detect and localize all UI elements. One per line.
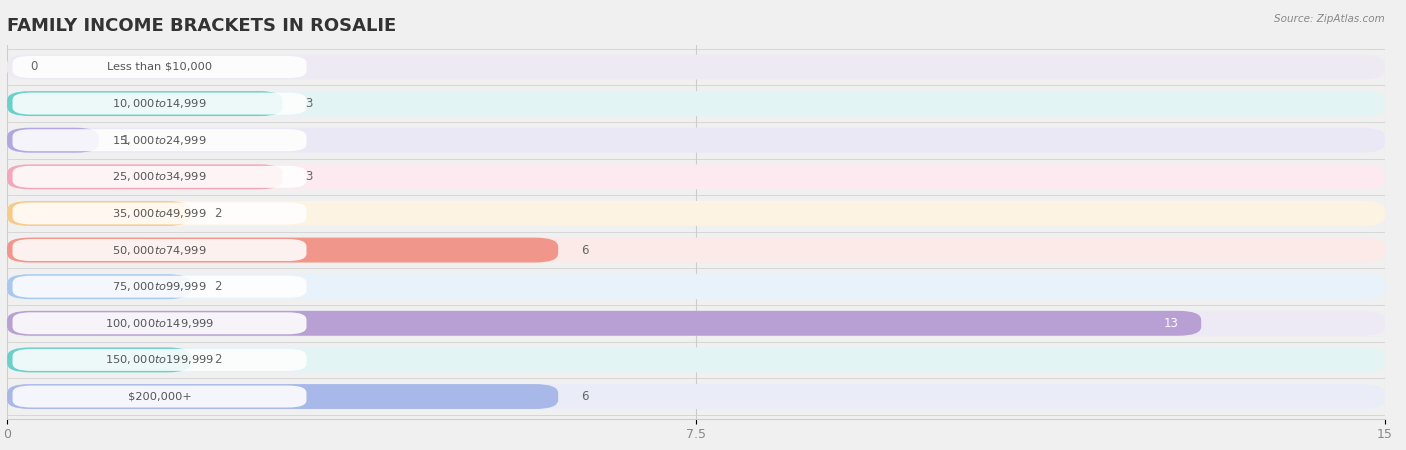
FancyBboxPatch shape: [13, 129, 307, 151]
FancyBboxPatch shape: [7, 311, 1385, 336]
FancyBboxPatch shape: [7, 274, 1385, 299]
Text: 0: 0: [30, 60, 38, 73]
Text: 3: 3: [305, 97, 314, 110]
FancyBboxPatch shape: [13, 386, 307, 408]
Text: 2: 2: [214, 280, 221, 293]
Text: $50,000 to $74,999: $50,000 to $74,999: [112, 243, 207, 256]
FancyBboxPatch shape: [7, 347, 191, 372]
FancyBboxPatch shape: [13, 312, 307, 334]
FancyBboxPatch shape: [7, 347, 1385, 372]
FancyBboxPatch shape: [7, 91, 283, 116]
FancyBboxPatch shape: [7, 311, 1201, 336]
FancyBboxPatch shape: [13, 56, 307, 78]
FancyBboxPatch shape: [7, 238, 1385, 262]
Text: $35,000 to $49,999: $35,000 to $49,999: [112, 207, 207, 220]
Text: $100,000 to $149,999: $100,000 to $149,999: [105, 317, 214, 330]
Text: 6: 6: [581, 243, 589, 256]
FancyBboxPatch shape: [7, 91, 1385, 116]
FancyBboxPatch shape: [7, 164, 1385, 189]
Text: FAMILY INCOME BRACKETS IN ROSALIE: FAMILY INCOME BRACKETS IN ROSALIE: [7, 17, 396, 35]
Text: $15,000 to $24,999: $15,000 to $24,999: [112, 134, 207, 147]
FancyBboxPatch shape: [7, 384, 1385, 409]
FancyBboxPatch shape: [7, 201, 191, 226]
FancyBboxPatch shape: [13, 239, 307, 261]
FancyBboxPatch shape: [13, 166, 307, 188]
Text: 13: 13: [1163, 317, 1178, 330]
Text: 6: 6: [581, 390, 589, 403]
FancyBboxPatch shape: [13, 349, 307, 371]
Text: Source: ZipAtlas.com: Source: ZipAtlas.com: [1274, 14, 1385, 23]
FancyBboxPatch shape: [7, 128, 1385, 153]
FancyBboxPatch shape: [7, 201, 1385, 226]
Text: $25,000 to $34,999: $25,000 to $34,999: [112, 170, 207, 183]
FancyBboxPatch shape: [7, 164, 283, 189]
Text: $10,000 to $14,999: $10,000 to $14,999: [112, 97, 207, 110]
FancyBboxPatch shape: [13, 276, 307, 297]
Text: 3: 3: [305, 170, 314, 183]
Text: 2: 2: [214, 353, 221, 366]
FancyBboxPatch shape: [7, 54, 1385, 79]
Text: Less than $10,000: Less than $10,000: [107, 62, 212, 72]
Text: $200,000+: $200,000+: [128, 392, 191, 401]
FancyBboxPatch shape: [7, 274, 191, 299]
FancyBboxPatch shape: [13, 93, 307, 115]
Text: 1: 1: [122, 134, 129, 147]
Text: 2: 2: [214, 207, 221, 220]
Text: $75,000 to $99,999: $75,000 to $99,999: [112, 280, 207, 293]
FancyBboxPatch shape: [13, 202, 307, 225]
FancyBboxPatch shape: [7, 384, 558, 409]
Text: $150,000 to $199,999: $150,000 to $199,999: [105, 353, 214, 366]
FancyBboxPatch shape: [7, 128, 98, 153]
FancyBboxPatch shape: [7, 238, 558, 262]
